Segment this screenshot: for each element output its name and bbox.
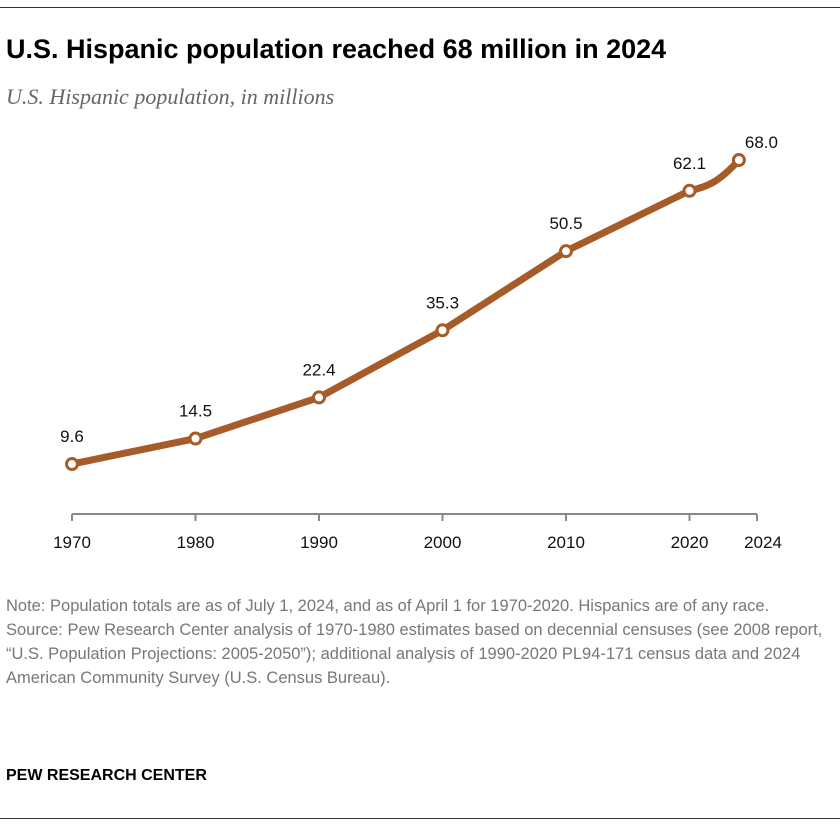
data-label: 68.0: [745, 133, 778, 152]
data-point: [559, 244, 573, 259]
data-label: 9.6: [60, 427, 84, 446]
series: [65, 153, 746, 472]
x-tick-label: 2010: [547, 533, 585, 552]
note-text: Note: Population totals are as of July 1…: [6, 597, 770, 615]
data-label: 62.1: [673, 154, 706, 173]
x-tick-label: 2000: [424, 533, 462, 552]
data-label: 22.4: [302, 360, 335, 379]
chart-title: U.S. Hispanic population reached 68 mill…: [6, 34, 667, 64]
data-point: [731, 153, 746, 168]
x-tick-label: 1990: [300, 533, 338, 552]
bottom-rule: [0, 818, 840, 819]
data-labels: 9.6 14.5 22.4 35.3 50.5 62.1 68.0: [60, 133, 778, 446]
data-label: 35.3: [426, 293, 459, 312]
notes: Note: Population totals are as of July 1…: [6, 594, 826, 690]
series-line: [68, 156, 743, 468]
data-point: [188, 431, 203, 446]
source-text: Source: Pew Research Center analysis of …: [6, 621, 823, 687]
x-axis: 1970 1980 1990 2000 2010 2020 2024: [53, 513, 782, 552]
x-tick-label: 2020: [671, 533, 709, 552]
data-label: 14.5: [179, 402, 212, 421]
line-chart: 1970 1980 1990 2000 2010 2020 2024 9.6 14.5 22.4…: [53, 133, 782, 552]
x-tick-label: 2024: [744, 533, 782, 552]
brand-logo-text: PEW RESEARCH CENTER: [6, 767, 207, 784]
chart-subtitle: U.S. Hispanic population, in millions: [6, 84, 335, 109]
data-point: [682, 183, 697, 198]
x-tick-label: 1980: [177, 533, 215, 552]
x-tick-label: 1970: [53, 533, 91, 552]
data-point: [312, 390, 326, 405]
data-point: [65, 457, 79, 472]
data-point: [435, 323, 450, 338]
top-rule: [0, 7, 840, 8]
data-label: 50.5: [549, 214, 582, 233]
